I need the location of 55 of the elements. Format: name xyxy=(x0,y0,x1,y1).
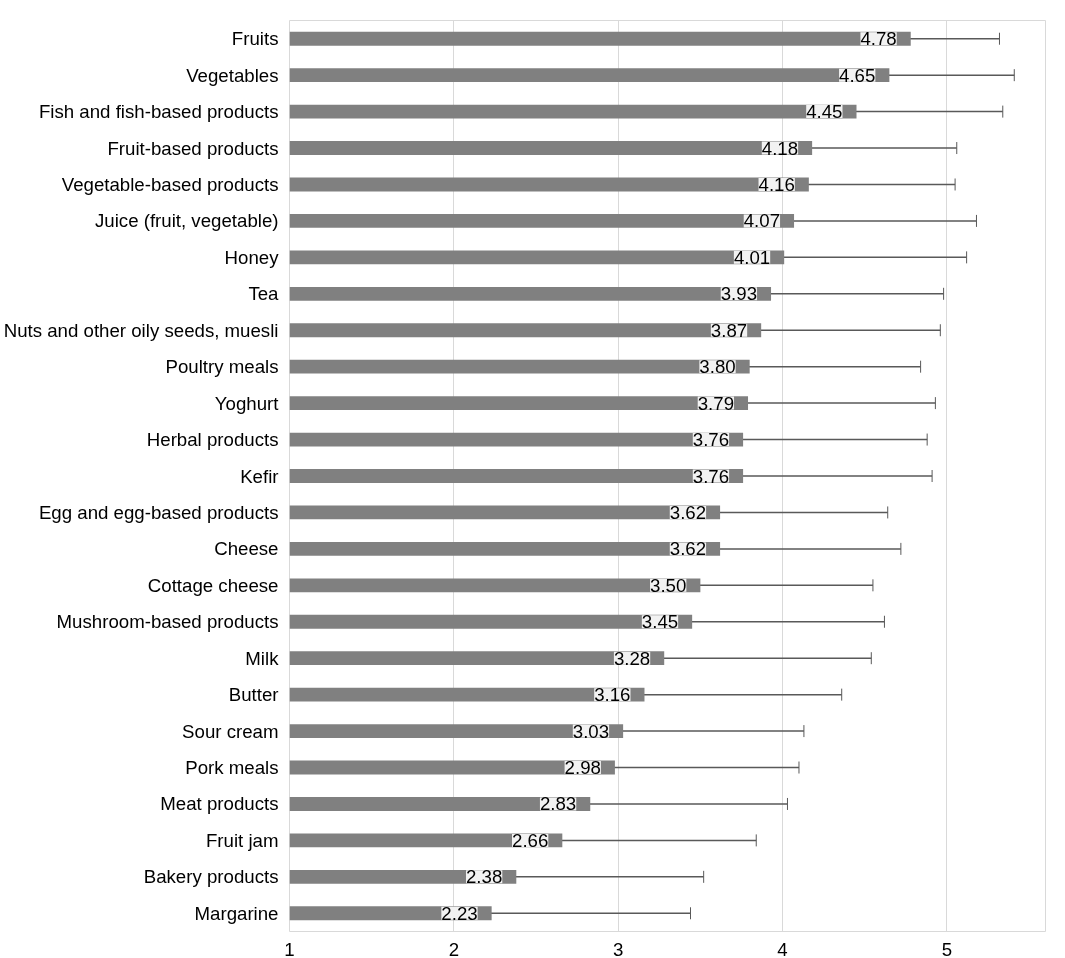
y-tick-label: Fruit-based products xyxy=(107,137,279,159)
x-tick-label: 4 xyxy=(777,938,788,958)
data-label: 4.16 xyxy=(758,173,795,195)
data-label: 3.76 xyxy=(692,465,730,487)
data-label: 3.62 xyxy=(669,501,707,523)
y-tick-label: Sour cream xyxy=(182,720,279,742)
data-label: 2.98 xyxy=(564,757,601,779)
y-tick-label: Bakery products xyxy=(143,866,279,888)
y-tick-label: Kefir xyxy=(240,465,279,487)
y-tick-label: Poultry meals xyxy=(165,356,279,378)
y-tick-label: Yoghurt xyxy=(214,392,280,414)
data-label: 2.38 xyxy=(465,866,503,888)
data-label: 3.03 xyxy=(572,720,610,742)
data-label: 4.65 xyxy=(839,64,876,86)
data-label: 3.79 xyxy=(697,392,735,414)
y-tick-label: Egg and egg-based products xyxy=(38,501,279,523)
y-tick-label: Honey xyxy=(224,246,280,268)
data-label: 3.50 xyxy=(650,574,687,596)
y-tick-label: Fish and fish-based products xyxy=(38,101,279,123)
y-tick-label: Meat products xyxy=(160,793,279,815)
y-tick-label: Tea xyxy=(248,283,280,305)
y-tick-label: Fruits xyxy=(231,28,279,50)
y-tick-label: Fruit jam xyxy=(205,829,279,851)
y-tick-label: Vegetable-based products xyxy=(61,173,279,195)
y-tick-label: Butter xyxy=(228,684,279,706)
data-label: 4.18 xyxy=(761,137,799,159)
data-label: 3.16 xyxy=(594,684,631,706)
y-tick-label: Mushroom-based products xyxy=(56,611,279,633)
data-label: 4.07 xyxy=(743,210,781,232)
y-tick-label: Cottage cheese xyxy=(147,574,279,596)
x-tick-label: 3 xyxy=(613,938,624,958)
data-label: 3.87 xyxy=(710,319,748,341)
data-label: 3.80 xyxy=(699,356,736,378)
data-label: 3.45 xyxy=(641,611,679,633)
x-tick-label: 5 xyxy=(941,938,953,958)
data-label: 4.78 xyxy=(860,28,897,50)
y-tick-label: Vegetables xyxy=(186,64,279,86)
y-tick-label: Pork meals xyxy=(185,757,279,779)
y-tick-label: Margarine xyxy=(194,902,279,924)
y-tick-label: Milk xyxy=(245,647,280,669)
y-tick-label: Cheese xyxy=(214,538,279,560)
x-tick-label: 1 xyxy=(284,938,295,958)
data-label: 3.62 xyxy=(669,538,707,560)
y-tick-label: Herbal products xyxy=(146,429,279,451)
data-label: 3.93 xyxy=(720,283,758,305)
y-tick-label: Juice (fruit, vegetable) xyxy=(94,210,279,232)
data-label: 2.83 xyxy=(539,793,577,815)
data-label: 2.23 xyxy=(441,902,478,924)
data-label: 3.28 xyxy=(613,647,651,669)
y-tick-label: Nuts and other oily seeds, muesli xyxy=(3,319,279,341)
data-label: 3.76 xyxy=(692,429,730,451)
data-label: 4.01 xyxy=(733,246,771,268)
data-label: 2.66 xyxy=(512,829,549,851)
data-label: 4.45 xyxy=(806,101,843,123)
x-tick-label: 2 xyxy=(448,938,460,958)
